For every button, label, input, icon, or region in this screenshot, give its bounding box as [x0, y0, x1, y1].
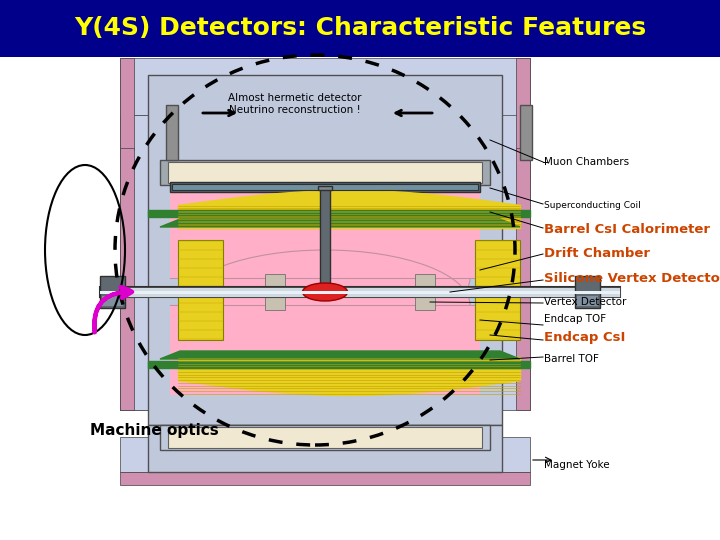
Ellipse shape [180, 250, 470, 360]
FancyBboxPatch shape [415, 274, 435, 310]
FancyBboxPatch shape [170, 305, 480, 395]
FancyBboxPatch shape [575, 276, 600, 308]
FancyBboxPatch shape [148, 425, 502, 472]
FancyBboxPatch shape [148, 75, 502, 425]
Text: Silicone Vertex Detector: Silicone Vertex Detector [544, 272, 720, 285]
Ellipse shape [302, 283, 348, 301]
FancyBboxPatch shape [475, 240, 520, 340]
FancyBboxPatch shape [172, 184, 478, 190]
Text: Endcap CsI: Endcap CsI [544, 331, 625, 344]
Ellipse shape [180, 223, 470, 333]
Text: Neutrino reconstruction !: Neutrino reconstruction ! [229, 105, 361, 115]
FancyBboxPatch shape [160, 425, 490, 450]
FancyBboxPatch shape [102, 296, 123, 306]
FancyBboxPatch shape [520, 105, 532, 160]
FancyBboxPatch shape [120, 115, 148, 410]
Text: Υ(4S) Detectors: Characteristic Features: Υ(4S) Detectors: Characteristic Features [74, 16, 646, 40]
FancyBboxPatch shape [120, 472, 530, 485]
Text: Drift Chamber: Drift Chamber [544, 247, 649, 260]
FancyBboxPatch shape [178, 240, 223, 340]
Text: Barrel CsI Calorimeter: Barrel CsI Calorimeter [544, 223, 710, 236]
Text: Superconducting Coil: Superconducting Coil [544, 201, 640, 210]
Text: Machine optics: Machine optics [90, 422, 219, 437]
FancyBboxPatch shape [502, 115, 530, 410]
FancyBboxPatch shape [120, 437, 530, 472]
FancyBboxPatch shape [516, 58, 530, 150]
FancyBboxPatch shape [120, 58, 134, 150]
FancyBboxPatch shape [100, 287, 620, 297]
FancyBboxPatch shape [516, 148, 530, 410]
FancyBboxPatch shape [168, 162, 482, 183]
Polygon shape [0, 0, 720, 57]
Text: Almost hermetic detector: Almost hermetic detector [228, 93, 361, 103]
Polygon shape [178, 205, 520, 228]
Text: Muon Chambers: Muon Chambers [544, 157, 629, 167]
Polygon shape [160, 219, 520, 227]
FancyBboxPatch shape [166, 105, 178, 160]
FancyBboxPatch shape [120, 148, 134, 410]
FancyBboxPatch shape [318, 186, 332, 190]
Polygon shape [148, 210, 530, 217]
FancyBboxPatch shape [120, 115, 148, 410]
FancyBboxPatch shape [120, 58, 530, 120]
Polygon shape [148, 361, 530, 368]
Text: Endcap TOF: Endcap TOF [544, 314, 606, 323]
FancyBboxPatch shape [170, 188, 480, 278]
FancyBboxPatch shape [160, 160, 490, 185]
Polygon shape [160, 351, 520, 359]
FancyBboxPatch shape [170, 182, 480, 192]
FancyBboxPatch shape [168, 427, 482, 448]
FancyArrowPatch shape [94, 287, 132, 332]
FancyBboxPatch shape [100, 276, 125, 308]
FancyBboxPatch shape [265, 274, 285, 310]
FancyBboxPatch shape [120, 150, 530, 180]
Text: Magnet Yoke: Magnet Yoke [544, 461, 609, 470]
FancyBboxPatch shape [100, 291, 620, 294]
Text: Barrel TOF: Barrel TOF [544, 354, 598, 364]
FancyBboxPatch shape [577, 296, 598, 306]
Text: Vertex Detector: Vertex Detector [544, 298, 626, 307]
FancyBboxPatch shape [100, 287, 620, 297]
FancyBboxPatch shape [320, 187, 330, 292]
FancyBboxPatch shape [120, 120, 530, 150]
